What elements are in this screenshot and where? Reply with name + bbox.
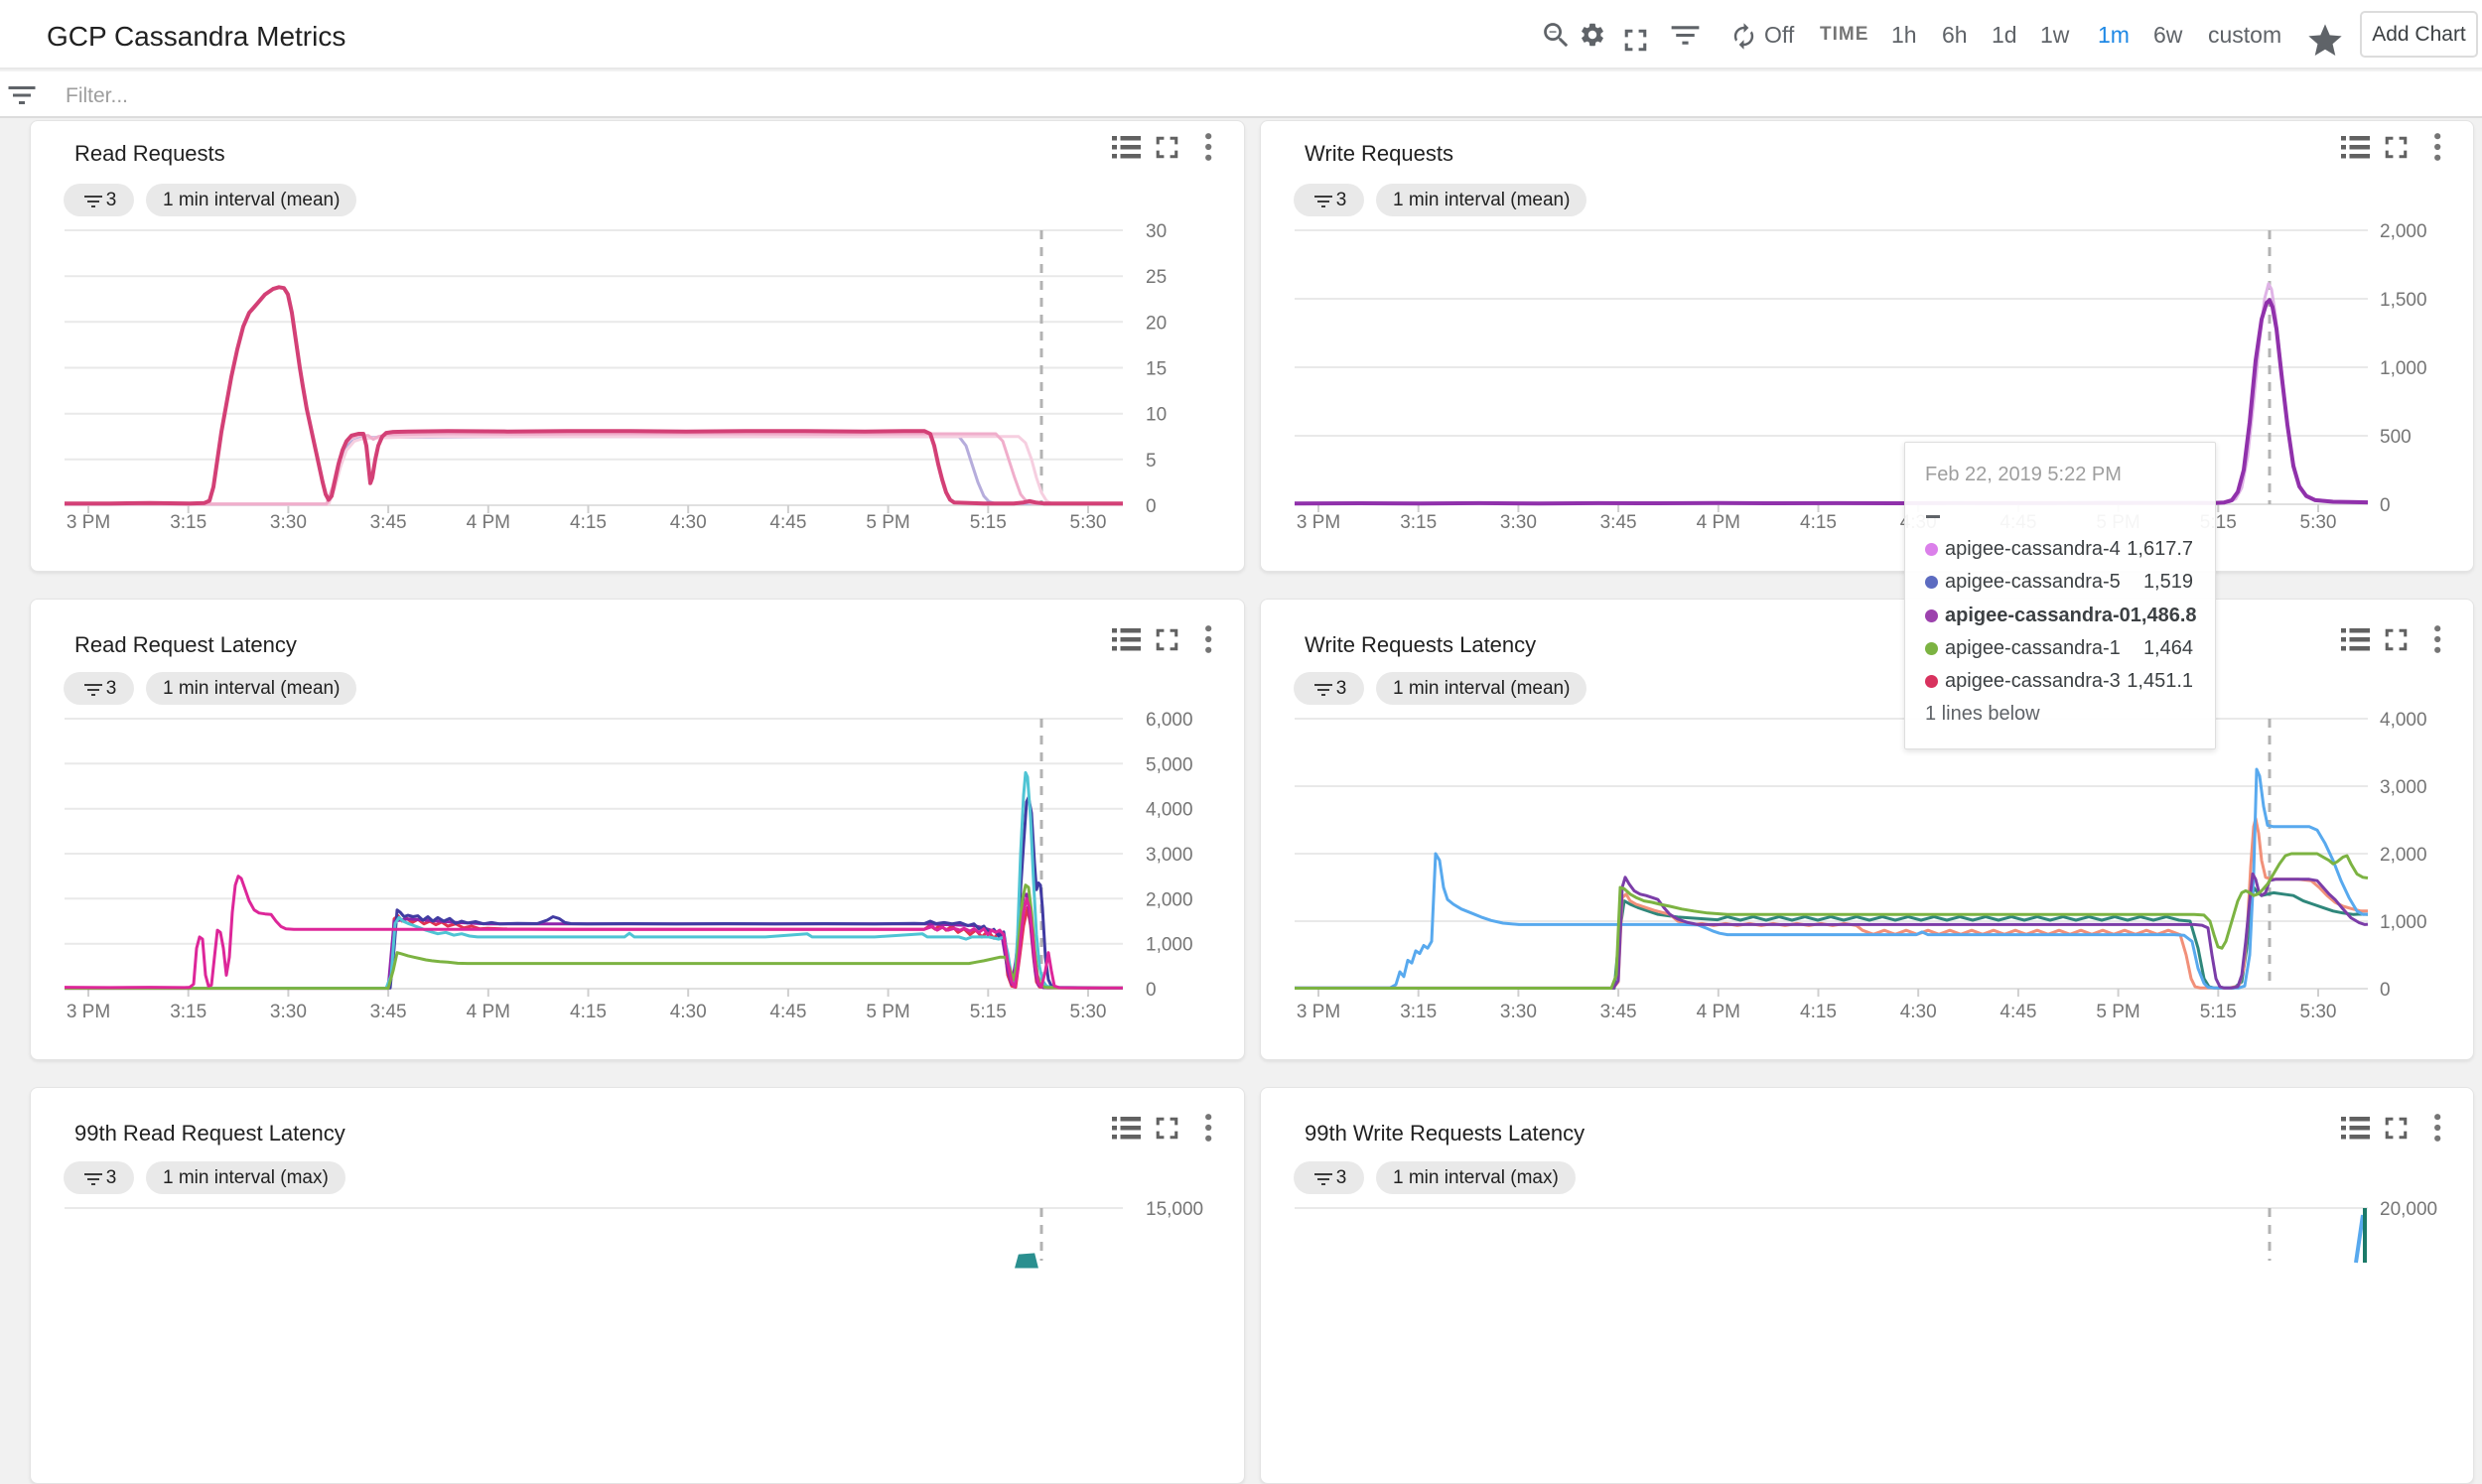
svg-text:4,000: 4,000 xyxy=(2380,710,2427,731)
svg-text:3:15: 3:15 xyxy=(170,512,207,533)
svg-text:10: 10 xyxy=(1146,405,1167,426)
svg-text:4 PM: 4 PM xyxy=(467,1002,510,1022)
svg-text:25: 25 xyxy=(1146,267,1167,288)
svg-text:3 PM: 3 PM xyxy=(67,1002,110,1022)
svg-text:5 PM: 5 PM xyxy=(866,1002,909,1022)
svg-text:3:30: 3:30 xyxy=(1500,1002,1537,1022)
svg-text:4:30: 4:30 xyxy=(1900,1002,1937,1022)
svg-text:4:15: 4:15 xyxy=(570,1002,607,1022)
svg-text:4:15: 4:15 xyxy=(570,512,607,533)
svg-text:5:15: 5:15 xyxy=(970,1002,1007,1022)
svg-text:5:30: 5:30 xyxy=(1070,512,1107,533)
svg-text:3,000: 3,000 xyxy=(1146,845,1193,866)
svg-text:3:30: 3:30 xyxy=(1500,512,1537,533)
svg-text:4 PM: 4 PM xyxy=(1697,1002,1740,1022)
svg-text:3:45: 3:45 xyxy=(1600,512,1637,533)
svg-text:5:30: 5:30 xyxy=(2300,512,2337,533)
svg-text:5 PM: 5 PM xyxy=(866,512,909,533)
svg-text:2,000: 2,000 xyxy=(2380,221,2427,242)
svg-text:4:45: 4:45 xyxy=(769,1002,806,1022)
svg-text:4,000: 4,000 xyxy=(1146,800,1193,821)
svg-text:1,000: 1,000 xyxy=(2380,358,2427,379)
svg-text:3:15: 3:15 xyxy=(1400,512,1437,533)
svg-text:5: 5 xyxy=(1146,451,1157,472)
svg-text:4:15: 4:15 xyxy=(1800,1002,1837,1022)
svg-text:4 PM: 4 PM xyxy=(1697,512,1740,533)
svg-text:15: 15 xyxy=(1146,359,1167,380)
svg-text:500: 500 xyxy=(2380,427,2412,448)
svg-text:1,000: 1,000 xyxy=(1146,935,1193,956)
svg-text:30: 30 xyxy=(1146,221,1167,242)
svg-text:4:30: 4:30 xyxy=(670,512,707,533)
svg-text:2,000: 2,000 xyxy=(1146,889,1193,910)
svg-text:3:15: 3:15 xyxy=(170,1002,207,1022)
svg-text:0: 0 xyxy=(1146,980,1157,1001)
svg-text:5:15: 5:15 xyxy=(2200,1002,2237,1022)
svg-text:5:30: 5:30 xyxy=(1070,1002,1107,1022)
svg-text:4 PM: 4 PM xyxy=(467,512,510,533)
svg-text:20: 20 xyxy=(1146,313,1167,334)
svg-text:4:45: 4:45 xyxy=(1999,1002,2036,1022)
svg-text:1,500: 1,500 xyxy=(2380,290,2427,311)
svg-text:3:15: 3:15 xyxy=(1400,1002,1437,1022)
svg-text:0: 0 xyxy=(1146,496,1157,517)
svg-text:5,000: 5,000 xyxy=(1146,754,1193,775)
svg-text:2,000: 2,000 xyxy=(2380,845,2427,866)
svg-text:3:30: 3:30 xyxy=(270,512,307,533)
svg-text:6,000: 6,000 xyxy=(1146,710,1193,731)
svg-text:3 PM: 3 PM xyxy=(1297,512,1340,533)
svg-text:3 PM: 3 PM xyxy=(67,512,110,533)
svg-text:3 PM: 3 PM xyxy=(1297,1002,1340,1022)
svg-text:5:15: 5:15 xyxy=(970,512,1007,533)
svg-text:5 PM: 5 PM xyxy=(2096,1002,2139,1022)
svg-text:3:45: 3:45 xyxy=(370,1002,407,1022)
svg-text:3,000: 3,000 xyxy=(2380,777,2427,798)
svg-text:4:15: 4:15 xyxy=(1800,512,1837,533)
svg-text:0: 0 xyxy=(2380,495,2391,516)
svg-text:3:45: 3:45 xyxy=(1600,1002,1637,1022)
svg-text:4:45: 4:45 xyxy=(769,512,806,533)
svg-text:0: 0 xyxy=(2380,980,2391,1001)
svg-text:20,000: 20,000 xyxy=(2380,1199,2437,1220)
svg-text:3:45: 3:45 xyxy=(370,512,407,533)
svg-text:5:30: 5:30 xyxy=(2300,1002,2337,1022)
svg-text:1,000: 1,000 xyxy=(2380,912,2427,933)
svg-text:3:30: 3:30 xyxy=(270,1002,307,1022)
svg-text:4:30: 4:30 xyxy=(670,1002,707,1022)
svg-text:15,000: 15,000 xyxy=(1146,1199,1203,1220)
